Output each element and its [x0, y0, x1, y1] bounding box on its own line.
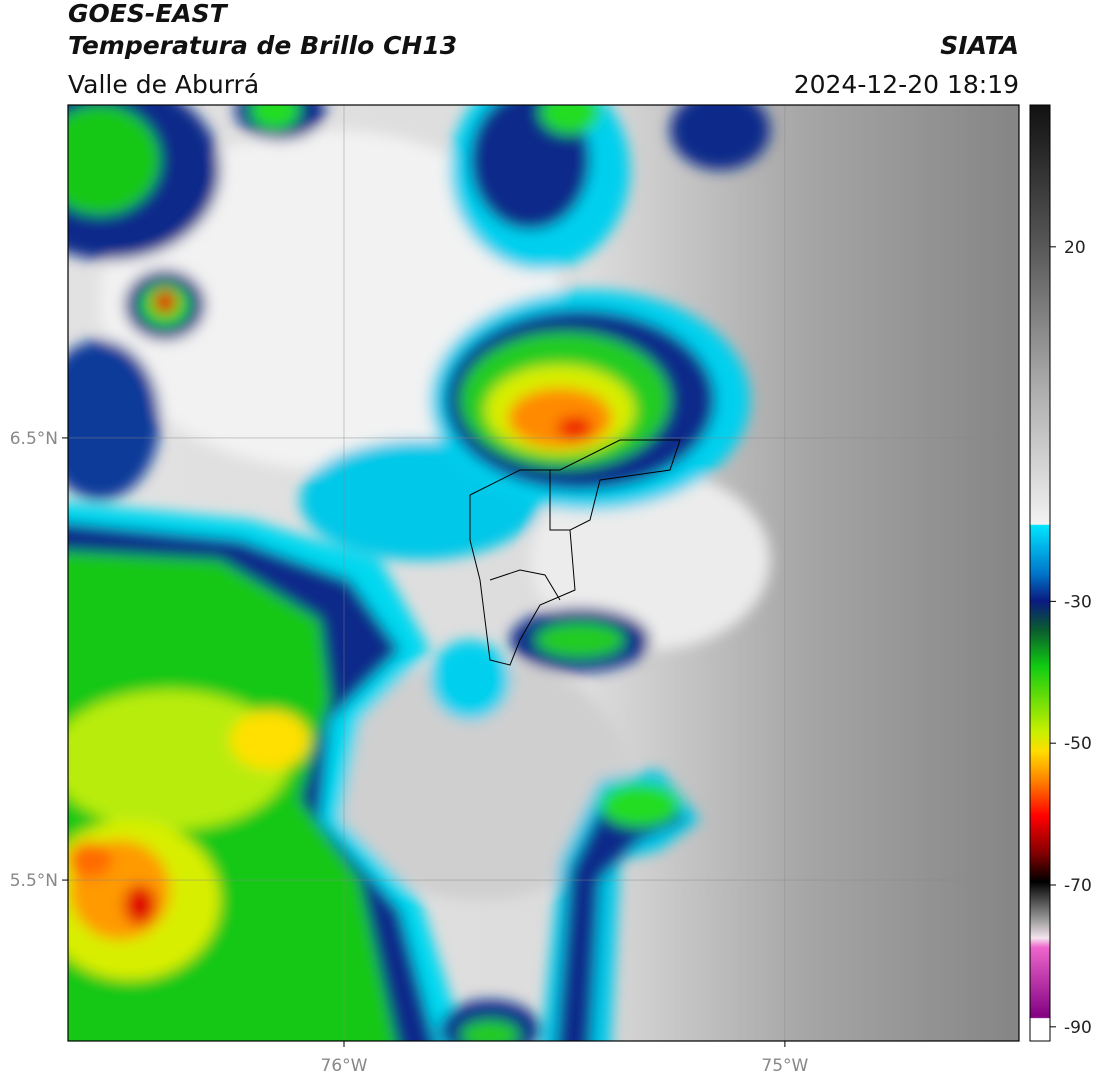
- colorbar-tick-label: -30: [1064, 592, 1092, 612]
- colorbar: [1029, 104, 1051, 1042]
- colorbar-tick-label: 20: [1064, 238, 1086, 258]
- x-tick-label: 76°W: [321, 1056, 368, 1076]
- y-tick-label: 5.5°N: [10, 871, 58, 891]
- colorbar-tick-label: -50: [1064, 734, 1092, 754]
- colorbar-tick-label: -90: [1064, 1018, 1092, 1038]
- y-tick-label: 6.5°N: [10, 429, 58, 449]
- colorbar-tick-label: -70: [1064, 876, 1092, 896]
- source: SIATA: [940, 31, 1019, 60]
- satellite-image: [68, 105, 1019, 1041]
- x-tick-label: 75°W: [761, 1056, 808, 1076]
- title: GOES-EAST: [68, 0, 229, 28]
- datetime: 2024-12-20 18:19: [794, 70, 1019, 99]
- region: Valle de Aburrá: [68, 70, 259, 99]
- subtitle: Temperatura de Brillo CH13: [68, 31, 457, 60]
